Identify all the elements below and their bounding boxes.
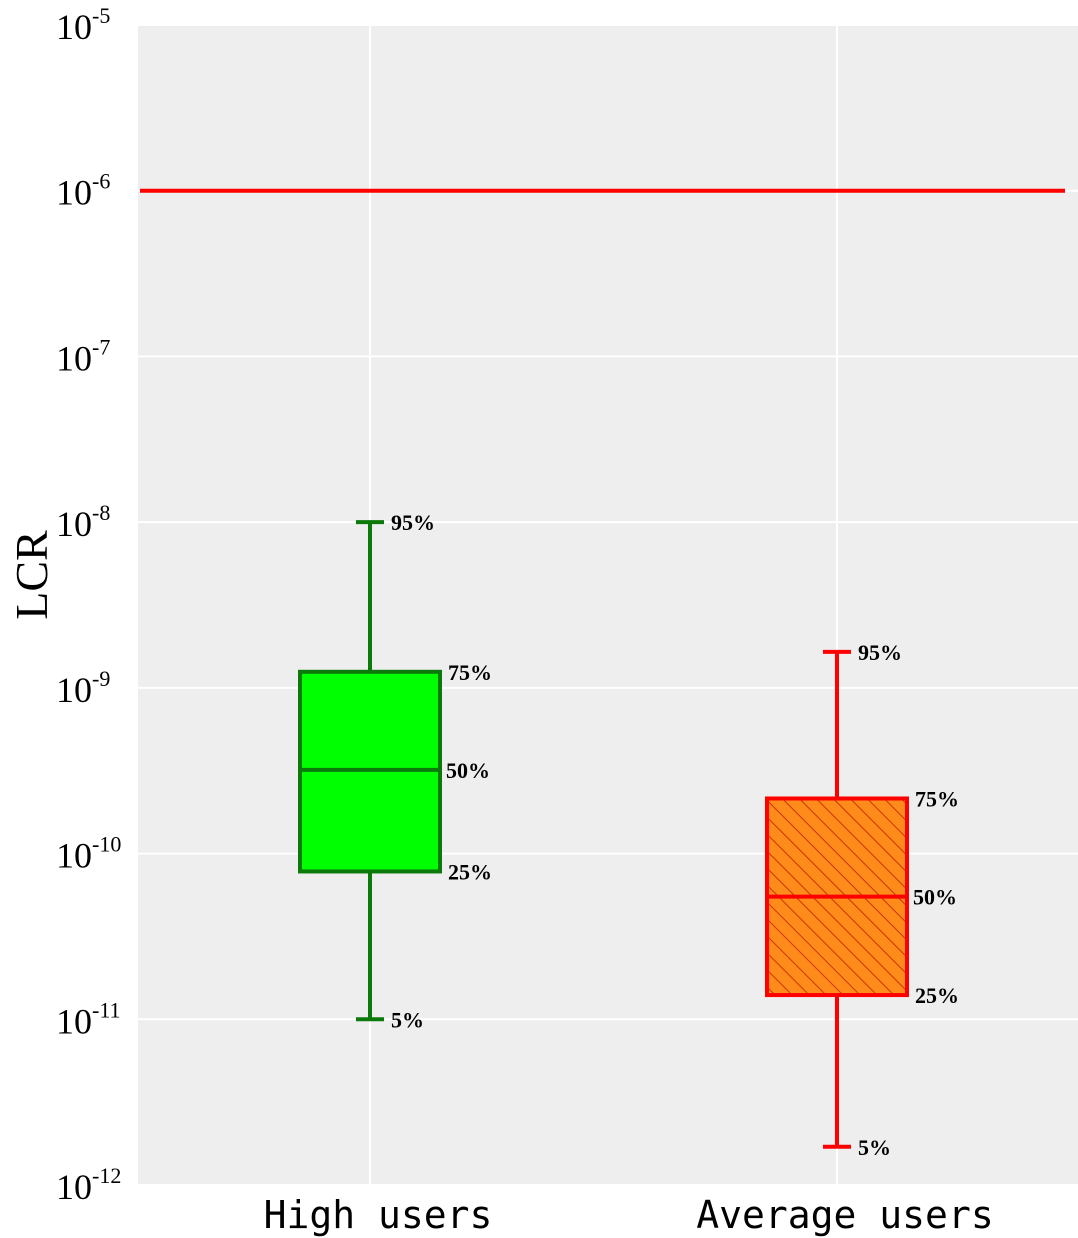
y-axis-label: LCR <box>6 530 57 620</box>
percentile-label-p5-1: 5% <box>858 1135 891 1160</box>
x-category-label-0: High users <box>264 1193 493 1237</box>
y-tick-label-5: 10-10 <box>56 832 121 876</box>
y-tick-label-1: 10-6 <box>56 169 110 213</box>
x-category-label-1: Average users <box>696 1193 993 1237</box>
percentile-label-p25-0: 25% <box>448 859 492 884</box>
y-tick-label-3: 10-8 <box>56 500 110 544</box>
plot-panel <box>138 25 1078 1185</box>
box-1 <box>765 649 909 1149</box>
percentile-label-p50-0: 50% <box>446 758 490 783</box>
percentile-label-p50-1: 50% <box>913 885 957 910</box>
percentile-label-p5-0: 5% <box>391 1007 424 1032</box>
y-tick-label-0: 10-5 <box>56 3 110 47</box>
percentile-label-p95-0: 95% <box>391 510 435 535</box>
y-tick-label-2: 10-7 <box>56 334 110 378</box>
y-tick-label-6: 10-11 <box>56 997 121 1041</box>
percentile-label-p75-1: 75% <box>915 786 959 811</box>
percentile-label-p95-1: 95% <box>858 640 902 665</box>
y-tick-label-7: 10-12 <box>56 1163 121 1207</box>
y-tick-label-4: 10-9 <box>56 666 110 710</box>
percentile-label-p75-0: 75% <box>448 660 492 685</box>
percentile-label-p25-1: 25% <box>915 983 959 1008</box>
box-0 <box>298 520 442 1022</box>
